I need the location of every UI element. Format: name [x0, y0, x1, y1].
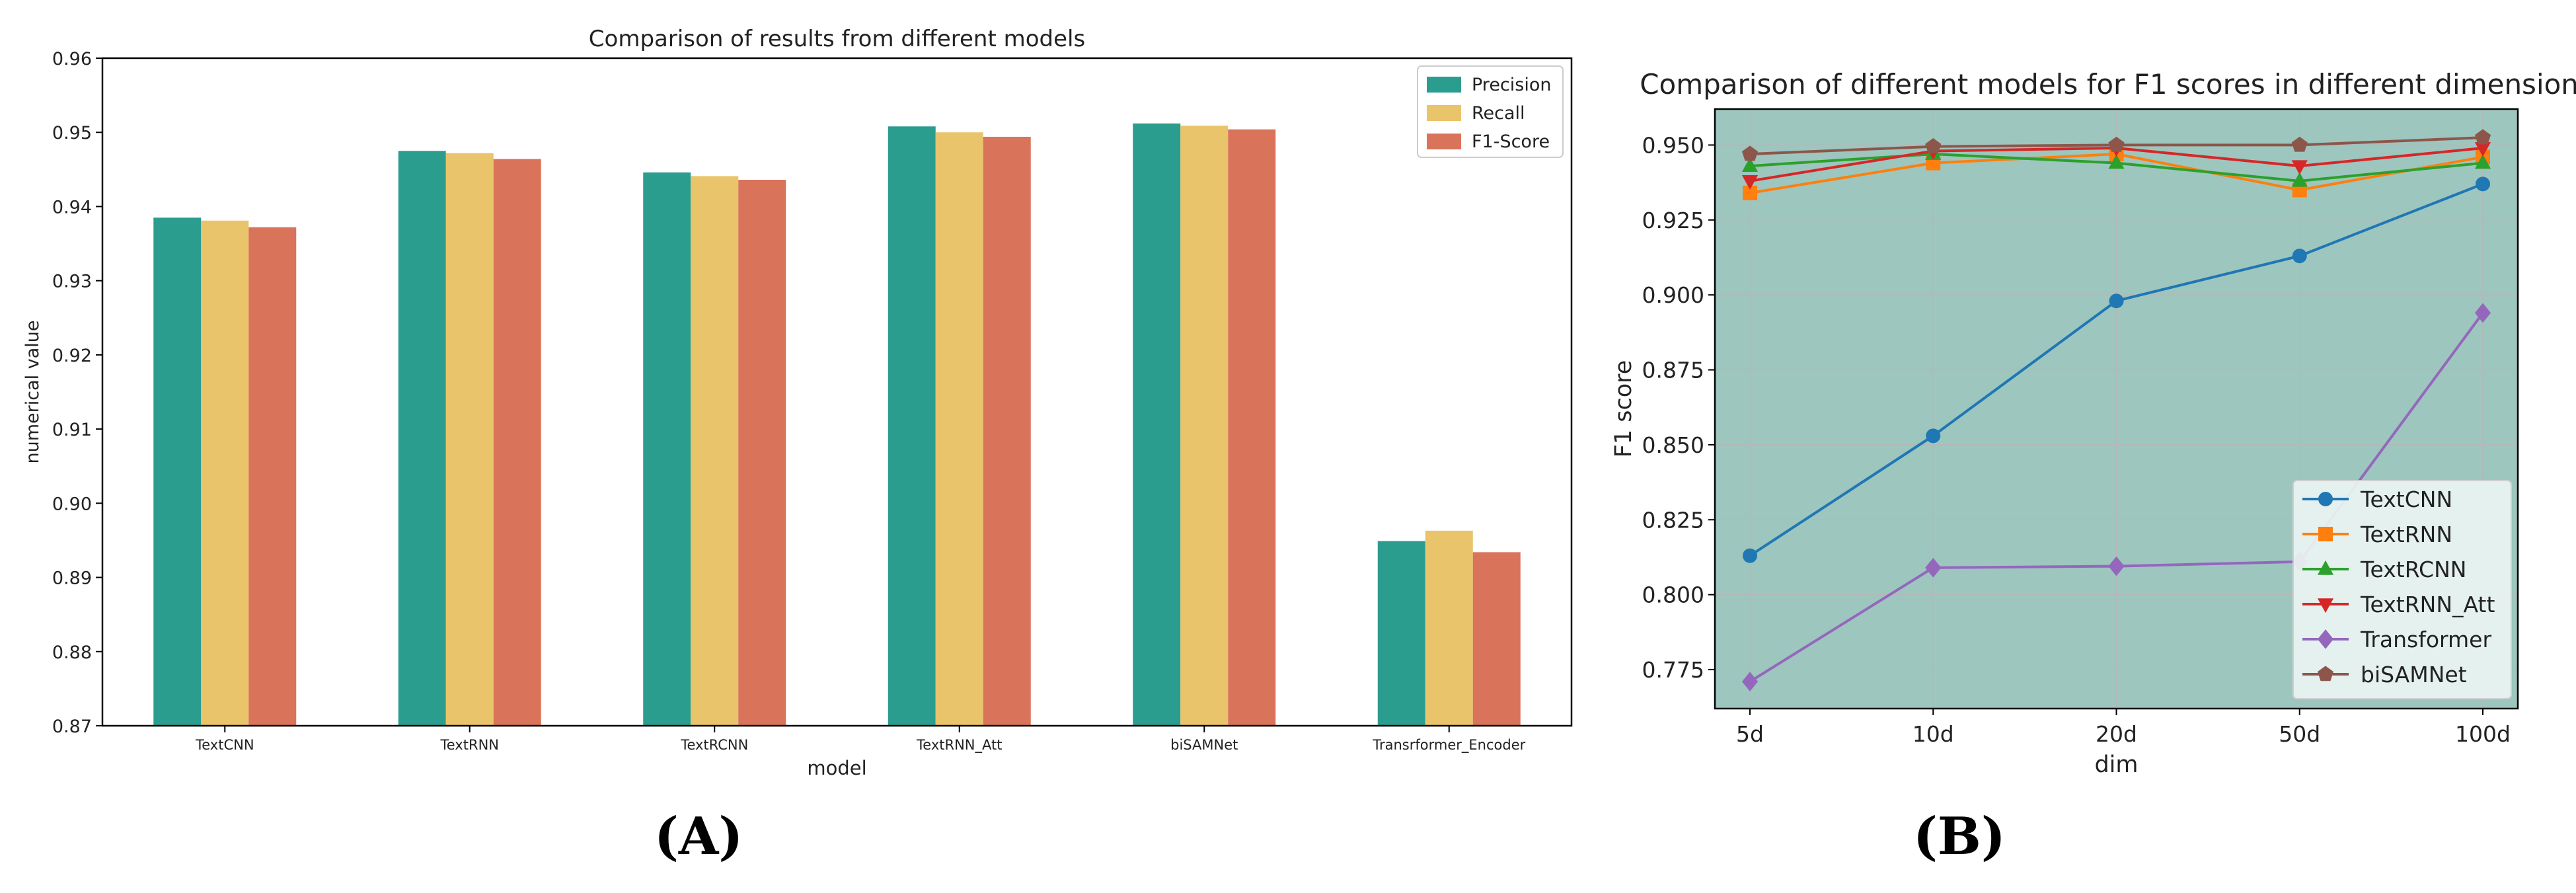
data-point — [2474, 154, 2491, 169]
legend-label: Recall — [1472, 103, 1525, 124]
y-tick-label: 0.800 — [1642, 582, 1704, 608]
legend-label: TextRCNN — [2360, 557, 2466, 582]
data-point — [2108, 154, 2125, 169]
bar — [1425, 530, 1473, 726]
bar — [153, 217, 202, 726]
y-tick-label: 0.900 — [1642, 282, 1704, 308]
data-point — [1741, 145, 1759, 161]
bar — [738, 180, 786, 726]
data-point — [2109, 293, 2124, 309]
bar — [643, 172, 691, 726]
x-tick-label: TextCNN — [195, 737, 254, 753]
data-point — [2291, 136, 2308, 152]
x-tick-label: 50d — [2279, 721, 2320, 747]
bar — [1228, 129, 1276, 726]
bar — [888, 126, 936, 726]
data-point — [1741, 672, 1759, 692]
panel-label-b: (B) — [1913, 806, 2006, 867]
data-point — [1741, 157, 1759, 172]
y-axis-label: F1 score — [1610, 360, 1637, 458]
data-point — [1741, 175, 1759, 190]
y-tick-label: 0.96 — [52, 49, 92, 69]
panel-label-a: (A) — [654, 806, 743, 867]
data-point — [2474, 303, 2491, 323]
plot-frame — [101, 57, 1573, 727]
bar — [493, 159, 541, 726]
x-tick-label: 10d — [1913, 721, 1954, 747]
x-axis-label: model — [807, 757, 866, 779]
y-tick-label: 0.91 — [52, 420, 92, 440]
data-point — [1925, 558, 1942, 578]
data-point — [1925, 138, 1942, 153]
x-tick-label: TextRNN_Att — [916, 737, 1002, 754]
y-tick-label: 0.95 — [52, 123, 92, 143]
x-tick-label: biSAMNet — [1170, 737, 1238, 753]
data-point — [2317, 598, 2334, 613]
data-point — [1743, 185, 1757, 200]
data-point — [2291, 160, 2308, 175]
legend-label: TextRNN_Att — [2360, 592, 2495, 617]
data-point — [2474, 142, 2491, 157]
line-chart: Comparison of different models for F1 sc… — [1610, 68, 2576, 778]
y-tick-label: 0.87 — [52, 717, 92, 737]
bar — [1472, 552, 1521, 726]
bar — [691, 176, 739, 726]
data-point — [2318, 527, 2333, 541]
y-tick-label: 0.850 — [1642, 432, 1704, 458]
y-axis-label: numerical value — [22, 321, 43, 464]
data-point — [1743, 548, 1757, 563]
chart-b-title: Comparison of different models for F1 sc… — [1640, 68, 2576, 100]
x-tick-label: 5d — [1736, 721, 1764, 747]
legend-label: F1-Score — [1472, 132, 1550, 152]
legend-swatch — [1427, 105, 1461, 121]
legend-label: Transformer — [2360, 627, 2491, 652]
legend-swatch — [1427, 77, 1461, 93]
legend-label: biSAMNet — [2361, 662, 2467, 687]
bar — [248, 227, 297, 726]
y-tick-label: 0.825 — [1642, 507, 1704, 533]
x-tick-label: 100d — [2455, 721, 2511, 747]
y-tick-label: 0.90 — [52, 494, 92, 514]
data-point — [2108, 136, 2125, 152]
x-tick-label: TextRCNN — [680, 737, 748, 753]
legend-label: Precision — [1472, 75, 1551, 95]
legend-swatch — [1427, 134, 1461, 149]
data-point — [2292, 249, 2307, 264]
bar — [1180, 126, 1229, 726]
bar — [935, 132, 983, 726]
data-point — [2476, 176, 2490, 192]
y-tick-label: 0.93 — [52, 272, 92, 292]
bar — [1133, 123, 1181, 726]
data-point — [2317, 560, 2334, 575]
data-point — [1926, 428, 1941, 444]
bar — [983, 136, 1031, 726]
bar-chart: Comparison of results from different mod… — [22, 26, 1573, 779]
data-point — [2317, 629, 2334, 649]
chart-a-title: Comparison of results from different mod… — [589, 26, 1085, 52]
y-tick-label: 0.775 — [1642, 657, 1704, 683]
legend-label: TextCNN — [2360, 486, 2452, 512]
data-point — [2291, 172, 2308, 187]
y-tick-label: 0.94 — [52, 197, 92, 217]
y-tick-label: 0.950 — [1642, 132, 1704, 158]
y-tick-label: 0.92 — [52, 346, 92, 366]
x-tick-label: Transrformer_Encoder — [1372, 737, 1525, 754]
y-tick-label: 0.875 — [1642, 358, 1704, 383]
x-axis-label: dim — [2094, 752, 2138, 778]
bar — [1377, 541, 1425, 726]
data-point — [2474, 129, 2491, 145]
x-tick-label: TextRNN — [440, 737, 499, 753]
y-tick-label: 0.925 — [1642, 208, 1704, 233]
data-point — [2317, 666, 2334, 681]
data-point — [2108, 556, 2125, 576]
bar — [445, 153, 494, 726]
x-tick-label: 20d — [2096, 721, 2137, 747]
plot-frame — [1714, 108, 2519, 710]
y-tick-label: 0.89 — [52, 568, 92, 589]
bar — [398, 151, 446, 726]
data-point — [2318, 492, 2333, 506]
y-tick-label: 0.88 — [52, 642, 92, 663]
legend-label: TextRNN — [2360, 522, 2452, 547]
bar — [201, 220, 249, 726]
